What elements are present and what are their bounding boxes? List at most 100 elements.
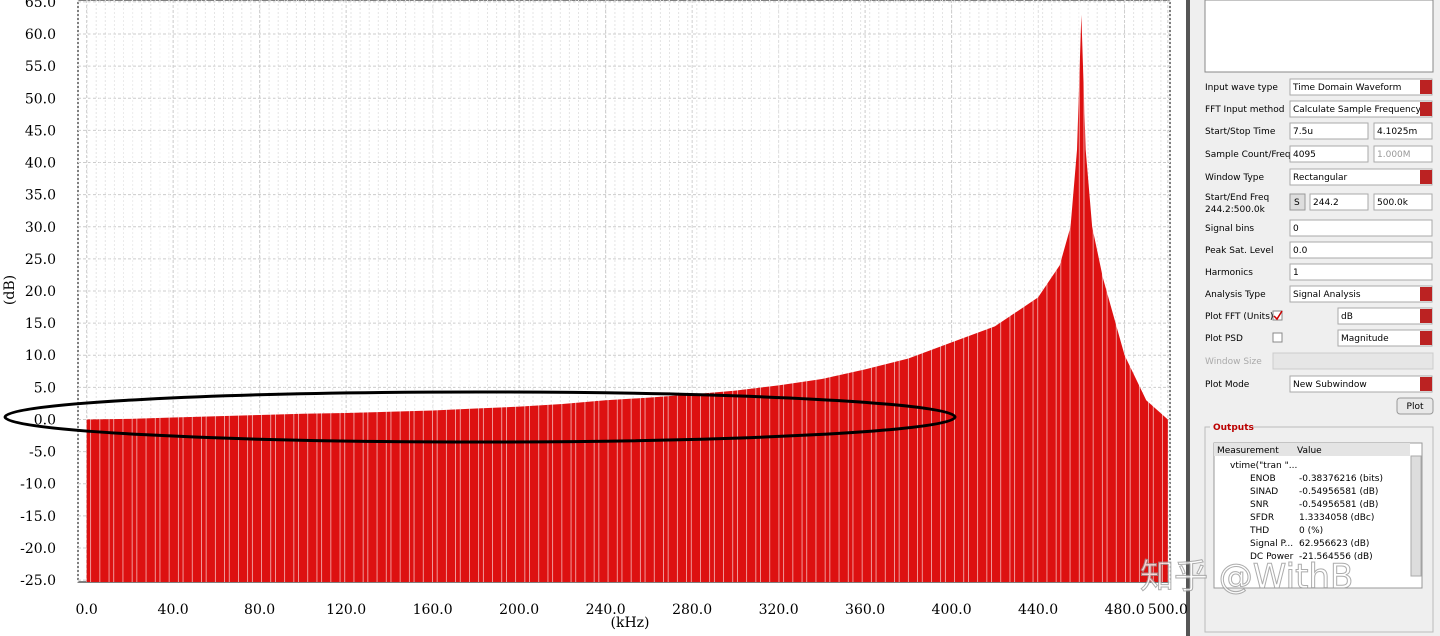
dropdown-arrow[interactable]	[1420, 170, 1432, 184]
y-tick-label: 45.0	[25, 123, 56, 139]
column-header: Measurement	[1217, 446, 1279, 456]
input-value: 0	[1293, 224, 1299, 234]
x-tick-label: 480.0	[1105, 602, 1145, 618]
dropdown-arrow[interactable]	[1420, 331, 1432, 345]
field-label: Signal bins	[1205, 224, 1254, 234]
table-header	[1214, 443, 1410, 456]
x-tick-label: 500.0	[1148, 602, 1188, 618]
y-tick-label: 5.0	[34, 380, 56, 396]
y-tick-label: 10.0	[25, 348, 56, 364]
y-tick-label: 20.0	[25, 284, 56, 300]
input-value: 4.1025m	[1377, 127, 1417, 137]
input-box[interactable]	[1289, 145, 1369, 163]
dropdown-arrow[interactable]	[1420, 287, 1432, 301]
divider	[1186, 0, 1190, 636]
input-box[interactable]	[1289, 263, 1433, 281]
x-tick-label: 40.0	[158, 602, 189, 618]
input-value: 1	[1293, 268, 1299, 278]
input-value: Magnitude	[1341, 334, 1389, 344]
field-label: Start/End Freq	[1205, 193, 1269, 203]
input-box[interactable]	[1289, 241, 1433, 259]
y-tick-label: -10.0	[20, 477, 56, 493]
table	[1213, 442, 1423, 589]
y-tick-label: -25.0	[20, 573, 56, 589]
button[interactable]	[1289, 193, 1306, 211]
annotation-ellipse	[3, 390, 957, 444]
x-tick-label: 80.0	[244, 602, 275, 618]
tree-root: vtime("tran "...	[1230, 461, 1297, 471]
y-tick-label: 0.0	[34, 412, 56, 428]
y-tick-label: -5.0	[29, 445, 56, 461]
input-value: Time Domain Waveform	[1292, 83, 1401, 93]
y-tick-label: 25.0	[25, 252, 56, 268]
checkbox[interactable]	[1272, 332, 1283, 343]
y-tick-label: 30.0	[25, 220, 56, 236]
x-tick-label: 440.0	[1018, 602, 1058, 618]
input-value: Calculate Sample Frequency	[1293, 105, 1422, 115]
input-box	[1272, 352, 1434, 370]
column-header: Value	[1297, 446, 1322, 456]
input-box[interactable]	[1289, 219, 1433, 237]
measurement-name: DC Power	[1250, 552, 1294, 562]
watermark: 知乎 @WithB	[1140, 557, 1353, 597]
input-value: 1.000M	[1377, 150, 1411, 160]
field-label: Input wave type	[1205, 83, 1278, 93]
y-tick-label: -15.0	[20, 509, 56, 525]
measurement-value: -0.38376216 (bits)	[1299, 474, 1383, 484]
measurement-name: Signal P...	[1250, 539, 1293, 549]
dropdown-arrow[interactable]	[1420, 309, 1432, 323]
field-label: Plot PSD	[1205, 334, 1243, 344]
group-title: Outputs	[1213, 423, 1254, 433]
measurement-value: 0 (%)	[1299, 526, 1323, 536]
y-tick-label: 40.0	[25, 156, 56, 172]
input-box[interactable]	[1373, 122, 1433, 140]
x-tick-label: 160.0	[413, 602, 453, 618]
input-box[interactable]	[1309, 193, 1369, 211]
measurement-name: SINAD	[1250, 487, 1278, 497]
input-box[interactable]	[1373, 145, 1433, 163]
field-label: Window Type	[1205, 173, 1264, 183]
button[interactable]	[1396, 397, 1434, 415]
measurement-value: -0.54956581 (dB)	[1299, 500, 1378, 510]
field-label: FFT Input method	[1205, 105, 1284, 115]
field-label: Harmonics	[1205, 268, 1253, 278]
input-value: 0.0	[1293, 246, 1308, 256]
input-box[interactable]	[1289, 122, 1369, 140]
measurement-name: SNR	[1250, 500, 1269, 510]
y-tick-label: 60.0	[25, 27, 56, 43]
input-value: 7.5u	[1293, 127, 1313, 137]
y-tick-label: 15.0	[25, 316, 56, 332]
field-label: Plot FFT (Units)	[1205, 312, 1273, 322]
field-label: Analysis Type	[1205, 290, 1266, 300]
x-tick-label: 320.0	[759, 602, 799, 618]
preview-box	[1204, 0, 1434, 73]
measurement-name: ENOB	[1250, 474, 1276, 484]
field-sublabel: 244.2:500.0k	[1205, 205, 1266, 215]
dropdown-arrow[interactable]	[1420, 102, 1432, 116]
input-value: Rectangular	[1293, 173, 1348, 183]
y-tick-label: 35.0	[25, 188, 56, 204]
x-axis-label: (kHz)	[611, 615, 650, 631]
group-box	[1204, 426, 1434, 633]
measurement-value: 1.3334058 (dBc)	[1299, 513, 1374, 523]
dropdown-arrow[interactable]	[1420, 80, 1432, 94]
field-label: Start/Stop Time	[1205, 127, 1276, 137]
input-value: New Subwindow	[1293, 380, 1367, 390]
input-value: Signal Analysis	[1293, 290, 1361, 300]
field-label: Window Size	[1205, 357, 1262, 367]
scrollbar	[1410, 455, 1422, 577]
measurement-value: -21.564556 (dB)	[1299, 552, 1373, 562]
field-label: Plot Mode	[1205, 380, 1250, 390]
measurement-value: -0.54956581 (dB)	[1299, 487, 1378, 497]
checkmark	[1273, 310, 1283, 321]
x-tick-label: 280.0	[672, 602, 712, 618]
input-box[interactable]	[1373, 193, 1433, 211]
y-tick-label: 55.0	[25, 59, 56, 75]
field-label: Sample Count/Freq	[1205, 150, 1291, 160]
checkbox[interactable]	[1272, 310, 1283, 321]
field-label: Peak Sat. Level	[1205, 246, 1273, 256]
dropdown-arrow[interactable]	[1420, 377, 1432, 391]
x-tick-label: 0.0	[76, 602, 98, 618]
